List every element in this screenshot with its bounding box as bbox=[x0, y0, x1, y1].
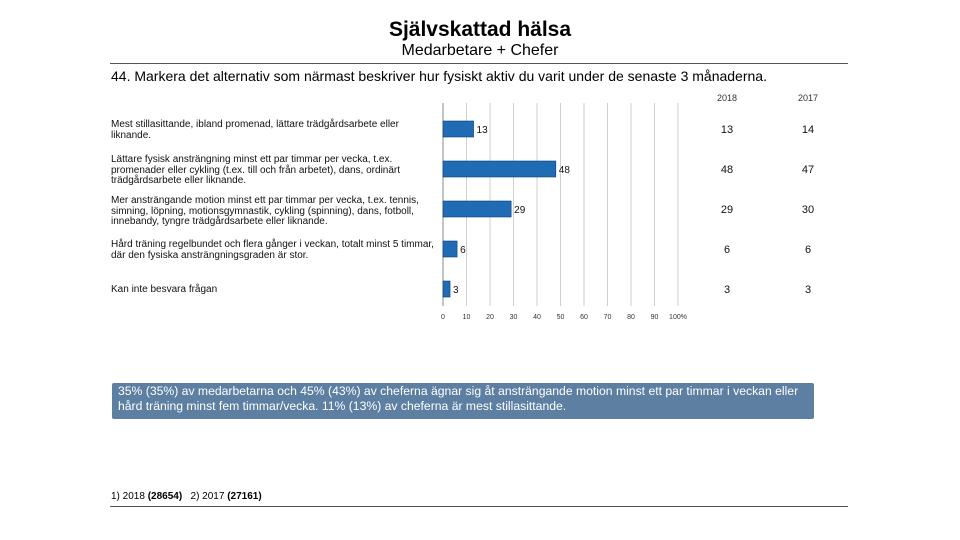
value-2017: 14 bbox=[801, 124, 815, 136]
bar bbox=[442, 160, 557, 178]
category-label: Mer ansträngande motion minst ett par ti… bbox=[111, 195, 419, 227]
top-divider bbox=[110, 63, 848, 64]
column-header-2017: 2017 bbox=[797, 93, 819, 103]
value-2018: 29 bbox=[720, 204, 734, 216]
x-tick-label: 70 bbox=[604, 314, 612, 321]
bar-value-label: 13 bbox=[477, 125, 489, 136]
question-text: 44. Markera det alternativ som närmast b… bbox=[111, 68, 767, 84]
category-label: Kan inte besvara frågan bbox=[111, 284, 218, 295]
summary-callout: 35% (35%) av medarbetarna och 45% (43%) … bbox=[112, 383, 814, 419]
x-tick-label: 20 bbox=[486, 314, 494, 321]
x-tick-label: 40 bbox=[533, 314, 541, 321]
x-tick-label: 30 bbox=[510, 314, 518, 321]
x-tick-label: 10 bbox=[463, 314, 471, 321]
value-2018: 13 bbox=[720, 124, 734, 136]
column-header-2018: 2018 bbox=[716, 93, 738, 103]
bar bbox=[442, 200, 512, 218]
page-title: Självskattad hälsa bbox=[388, 18, 572, 41]
footer-year-2: 2) 2017 bbox=[182, 491, 228, 502]
x-tick-label: 90 bbox=[651, 314, 659, 321]
x-tick-label: 50 bbox=[557, 314, 565, 321]
category-label: Hård träning regelbundet och flera gånge… bbox=[111, 239, 434, 261]
footer-note: 1) 2018 (28654) 2) 2017 (27161) bbox=[111, 491, 262, 502]
x-tick-label: 0 bbox=[441, 314, 445, 321]
x-tick-label: 80 bbox=[627, 314, 635, 321]
bar-value-label: 48 bbox=[559, 165, 571, 176]
value-2018: 48 bbox=[720, 164, 734, 176]
value-2017: 6 bbox=[804, 244, 812, 256]
category-label: Mest stillasittande, ibland promenad, lä… bbox=[111, 119, 399, 141]
value-2018: 3 bbox=[723, 284, 731, 296]
bar-value-label: 29 bbox=[514, 205, 526, 216]
footer-n-1: (28654) bbox=[147, 491, 183, 502]
bar bbox=[442, 280, 451, 298]
footer-year-1: 1) 2018 bbox=[111, 491, 148, 502]
bar-value-label: 3 bbox=[453, 285, 459, 296]
footer-n-2: (27161) bbox=[227, 491, 262, 502]
value-2017: 3 bbox=[804, 284, 812, 296]
value-2017: 30 bbox=[801, 204, 815, 216]
page-subtitle: Medarbetare + Chefer bbox=[401, 42, 559, 59]
value-2017: 47 bbox=[801, 164, 815, 176]
value-2018: 6 bbox=[723, 244, 731, 256]
bar-value-label: 6 bbox=[460, 245, 466, 256]
bar bbox=[442, 120, 474, 138]
bar bbox=[442, 240, 458, 258]
bottom-divider bbox=[110, 506, 848, 507]
x-tick-label: 100% bbox=[669, 314, 687, 321]
category-label: Lättare fysisk ansträngning minst ett pa… bbox=[111, 154, 401, 186]
x-tick-label: 60 bbox=[580, 314, 588, 321]
